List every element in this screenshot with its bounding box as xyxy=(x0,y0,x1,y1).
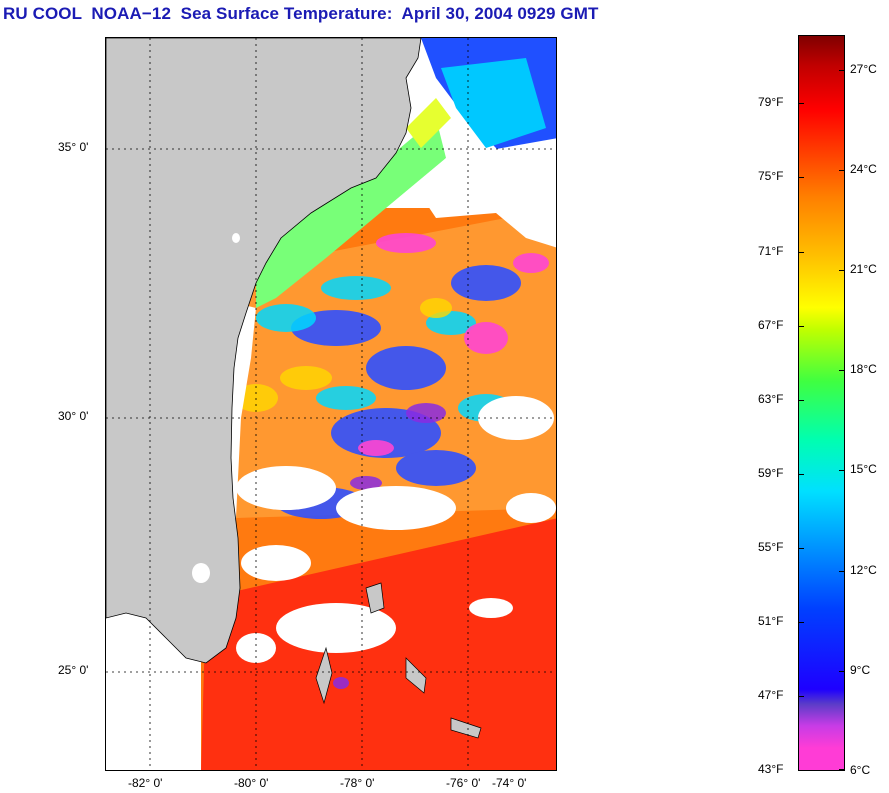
colorbar-celsius-tick xyxy=(839,370,844,371)
colorbar-celsius-label: 9°C xyxy=(850,663,871,677)
small-lake xyxy=(232,233,240,243)
lon-label-78: -78° 0' xyxy=(340,776,375,790)
cyan-patches xyxy=(256,276,514,422)
colorbar-celsius-tick xyxy=(839,470,844,471)
colorbar-celsius-label: 27°C xyxy=(850,62,877,76)
northern-cyan-water xyxy=(441,58,546,148)
colorbar-celsius-tick xyxy=(839,70,844,71)
colorbar-fahrenheit-tick xyxy=(799,548,804,549)
colorbar-celsius-label: 15°C xyxy=(850,462,877,476)
colorbar-celsius-label: 24°C xyxy=(850,162,877,176)
lon-label-74: -74° 0' xyxy=(492,776,527,790)
lon-label-80: -80° 0' xyxy=(234,776,269,790)
colorbar-fahrenheit-label: 51°F xyxy=(758,614,784,628)
sst-map xyxy=(105,37,557,771)
lat-lon-grid xyxy=(106,38,556,770)
shelf-green-water xyxy=(256,118,446,308)
colorbar-fahrenheit-tick xyxy=(799,770,804,771)
colorbar-fahrenheit-label: 43°F xyxy=(758,762,784,776)
colorbar-fahrenheit-label: 67°F xyxy=(758,318,784,332)
map-title: RU COOL NOAA−12 Sea Surface Temperature:… xyxy=(3,4,599,23)
colorbar-fahrenheit-tick xyxy=(799,177,804,178)
colorbar-fahrenheit-label: 75°F xyxy=(758,169,784,183)
colorbar-celsius-label: 12°C xyxy=(850,563,877,577)
northern-yellow-strip xyxy=(406,98,451,148)
colorbar-celsius-label: 21°C xyxy=(850,262,877,276)
colorbar-fahrenheit-tick xyxy=(799,103,804,104)
lat-label-25: 25° 0' xyxy=(58,663,89,677)
colorbar-fahrenheit-label: 79°F xyxy=(758,95,784,109)
colorbar-fahrenheit-label: 59°F xyxy=(758,466,784,480)
colorbar-fahrenheit-tick xyxy=(799,622,804,623)
lake-okeechobee xyxy=(192,563,210,583)
colorbar-celsius-tick xyxy=(839,769,844,770)
colorbar-fahrenheit-label: 55°F xyxy=(758,540,784,554)
colorbar-celsius-tick xyxy=(839,571,844,572)
lon-label-76: -76° 0' xyxy=(446,776,481,790)
sst-map-graphic xyxy=(106,38,556,770)
colorbar-fahrenheit-label: 63°F xyxy=(758,392,784,406)
colorbar-fahrenheit-label: 71°F xyxy=(758,244,784,258)
colorbar-celsius-label: 6°C xyxy=(850,763,871,777)
lat-label-30: 30° 0' xyxy=(58,409,89,423)
lat-label-35: 35° 0' xyxy=(58,140,89,154)
temperature-colorbar xyxy=(798,35,845,771)
land-mass xyxy=(106,38,422,664)
bahamas-islands xyxy=(315,582,482,739)
colorbar-fahrenheit-tick xyxy=(799,400,804,401)
colorbar-celsius-label: 18°C xyxy=(850,362,877,376)
colorbar-celsius-tick xyxy=(839,270,844,271)
colorbar-fahrenheit-label: 47°F xyxy=(758,688,784,702)
colorbar-celsius-tick xyxy=(839,170,844,171)
magenta-patches xyxy=(358,233,549,456)
colorbar-fahrenheit-tick xyxy=(799,696,804,697)
colorbar-fahrenheit-tick xyxy=(799,474,804,475)
colorbar-celsius-tick xyxy=(839,671,844,672)
lon-label-82: -82° 0' xyxy=(128,776,163,790)
colorbar-fahrenheit-tick xyxy=(799,326,804,327)
colorbar-fahrenheit-tick xyxy=(799,252,804,253)
